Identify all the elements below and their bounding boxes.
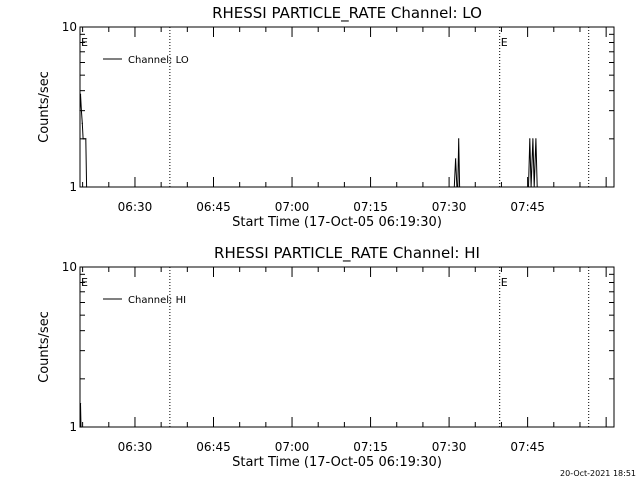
- chart-title: RHESSI PARTICLE_RATE Channel: LO: [212, 4, 482, 23]
- series-line: [79, 94, 538, 188]
- data-point: [82, 138, 84, 140]
- data-point: [458, 138, 460, 140]
- x-tick-label: 07:00: [275, 200, 310, 214]
- data-point: [535, 138, 537, 140]
- panel-0: RHESSI PARTICLE_RATE Channel: LO 06:30 06:…: [37, 4, 615, 230]
- data-point: [529, 138, 531, 140]
- x-tick-label: 07:30: [432, 200, 467, 214]
- y-axis-label: Counts/sec: [37, 311, 52, 383]
- legend: Channel: HI: [103, 295, 186, 306]
- x-tick-label: 06:45: [196, 200, 231, 214]
- panel-1: RHESSI PARTICLE_RATE Channel: HI 06:30 06:…: [37, 244, 615, 470]
- legend: Channel: LO: [103, 55, 189, 66]
- data-point: [455, 158, 457, 160]
- y-tick-label: 1: [69, 420, 77, 434]
- x-tick-label: 07:00: [275, 440, 310, 454]
- data-point: [80, 426, 82, 428]
- event-marker: E: [81, 36, 88, 49]
- series-line: [79, 403, 82, 428]
- chart-title: RHESSI PARTICLE_RATE Channel: HI: [214, 244, 480, 263]
- data-point: [532, 138, 534, 140]
- data-point: [81, 122, 83, 124]
- data-point: [86, 186, 88, 188]
- data-point: [85, 138, 87, 140]
- x-tick-label: 06:30: [118, 200, 153, 214]
- y-tick-label: 10: [62, 20, 77, 34]
- data-point: [80, 110, 82, 112]
- y-axis-label: Counts/sec: [37, 71, 52, 143]
- x-tick-label: 07:45: [510, 200, 545, 214]
- x-tick-label: 07:45: [510, 440, 545, 454]
- x-tick-label: 06:45: [196, 440, 231, 454]
- event-marker: E: [81, 276, 88, 289]
- data-point: [79, 93, 82, 95]
- x-tick-label: 06:30: [118, 440, 153, 454]
- x-tick-label: 07:15: [353, 440, 388, 454]
- legend-label: Channel: LO: [128, 55, 189, 66]
- plot-frame: [79, 266, 615, 428]
- render-timestamp: 20-Oct-2021 18:51: [560, 469, 636, 478]
- data-point: [79, 403, 82, 405]
- y-tick-label: 1: [69, 180, 77, 194]
- legend-label: Channel: HI: [128, 295, 186, 306]
- event-marker: E: [501, 276, 508, 289]
- y-tick-label: 10: [62, 260, 77, 274]
- event-marker: E: [501, 36, 508, 49]
- data-point: [79, 426, 81, 428]
- x-axis-label: Start Time (17-Oct-05 06:19:30): [232, 215, 442, 230]
- x-tick-label: 07:15: [353, 200, 388, 214]
- x-axis-label: Start Time (17-Oct-05 06:19:30): [232, 455, 442, 470]
- x-tick-label: 07:30: [432, 440, 467, 454]
- data-point: [79, 110, 81, 112]
